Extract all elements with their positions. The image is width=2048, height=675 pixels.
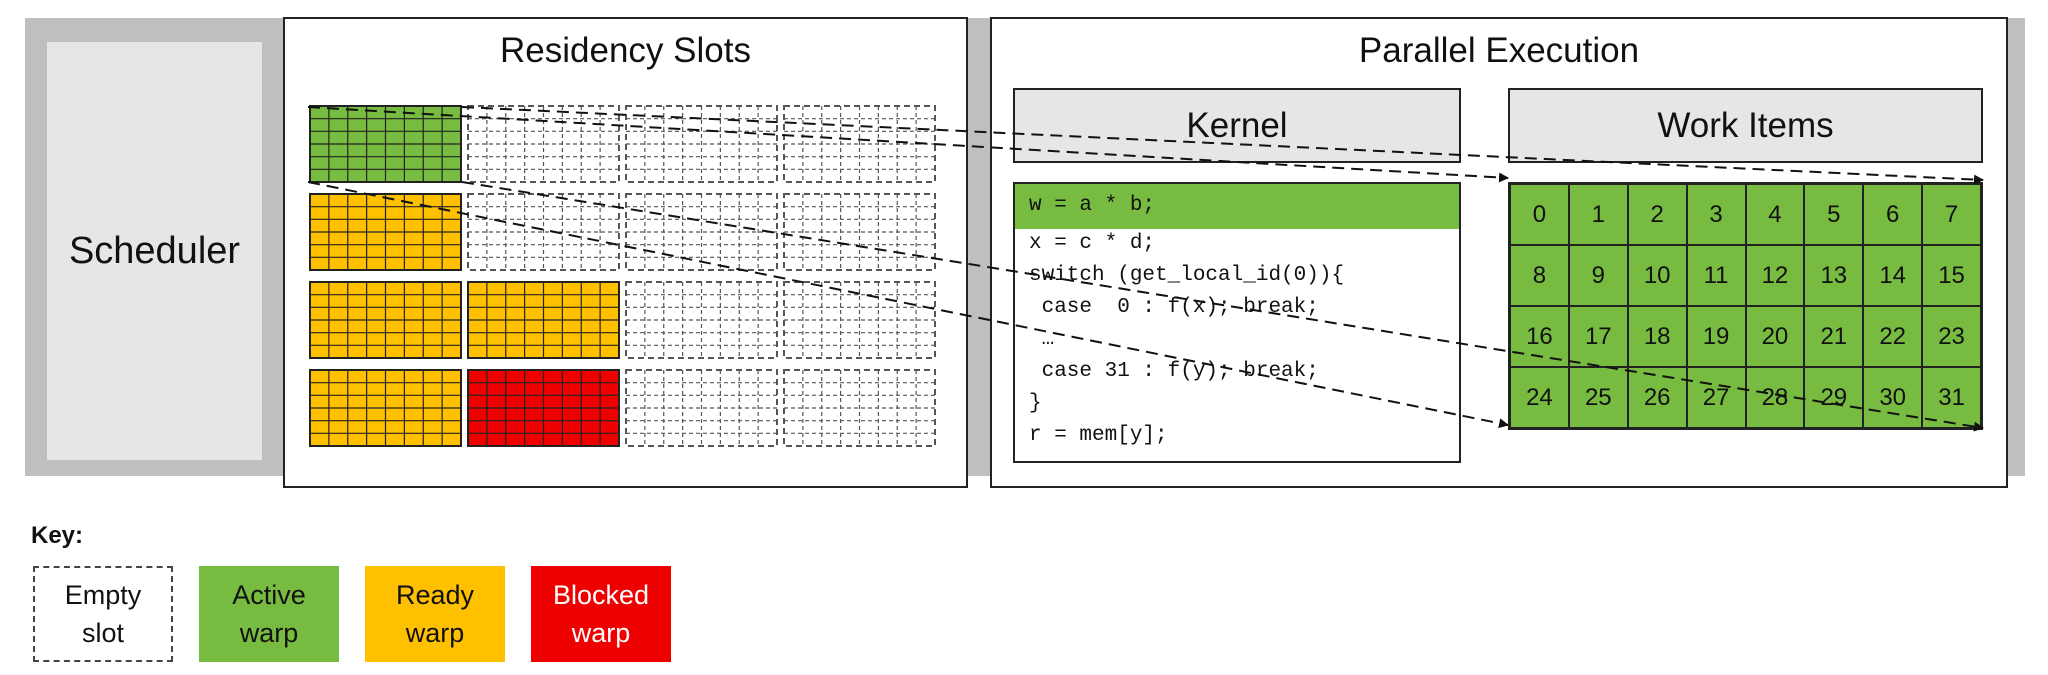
work-item-cell: 28 [1745, 367, 1805, 428]
work-item-cell: 11 [1686, 245, 1746, 306]
work-item-cell: 8 [1510, 245, 1569, 306]
work-item-cell: 25 [1568, 367, 1628, 428]
work-item-cell: 5 [1804, 184, 1864, 245]
work-item-cell: 15 [1922, 245, 1981, 306]
residency-slot-empty [467, 193, 620, 271]
key-empty-line1: Empty [64, 580, 142, 610]
work-item-cell: 13 [1804, 245, 1864, 306]
key-blocked-warp: Blocked warp [531, 566, 671, 662]
residency-slot-ready [309, 281, 462, 359]
work-item-cell: 6 [1863, 184, 1923, 245]
key-ready-line1: Ready [395, 580, 475, 610]
arrow-warp-to-workitem-31 [461, 181, 1984, 432]
work-item-cell: 30 [1863, 367, 1923, 428]
residency-slot-empty [625, 369, 778, 447]
work-item-cell: 14 [1863, 245, 1923, 306]
work-item-cell: 7 [1922, 184, 1981, 245]
work-item-cell: 16 [1510, 306, 1569, 367]
residency-slot-empty [625, 105, 778, 183]
work-item-cell: 0 [1510, 184, 1569, 245]
scheduler-box: Scheduler [47, 42, 262, 460]
work-item-cell: 20 [1745, 306, 1805, 367]
arrow-warp-to-workitem-7 [461, 106, 1984, 185]
key-blocked-line2: warp [571, 618, 631, 648]
work-item-cell: 26 [1627, 367, 1687, 428]
residency-slot-blocked [467, 369, 620, 447]
work-item-cell: 9 [1568, 245, 1628, 306]
work-item-cell: 2 [1627, 184, 1687, 245]
work-item-cell: 21 [1804, 306, 1864, 367]
kernel-title: Kernel [1186, 105, 1288, 145]
arrow-warp-to-workitem-0 [307, 106, 1509, 183]
work-item-cell: 22 [1863, 306, 1923, 367]
residency-slot-empty [783, 193, 936, 271]
work-item-cell: 19 [1686, 306, 1746, 367]
code-line: x = c * d; [1029, 232, 1156, 255]
scheduler-label: Scheduler [68, 229, 241, 272]
key-empty-line2: slot [81, 618, 125, 648]
residency-slot-empty [625, 193, 778, 271]
work-item-cell: 4 [1745, 184, 1805, 245]
work-item-cell: 10 [1627, 245, 1687, 306]
code-line: … [1029, 328, 1055, 351]
work-items-title: Work Items [1657, 105, 1834, 145]
kernel-header: Kernel [1013, 88, 1461, 163]
key-blocked-line1: Blocked [552, 580, 650, 610]
residency-slot-ready [309, 193, 462, 271]
residency-slots-title: Residency Slots [500, 31, 751, 70]
code-line: r = mem[y]; [1029, 424, 1168, 447]
arrow-warp-to-workitem-24 [307, 181, 1509, 429]
active-line-highlight [1015, 184, 1459, 229]
work-item-cell: 17 [1568, 306, 1628, 367]
code-line: case 31 : f(y); break; [1029, 360, 1319, 383]
key-ready-warp: Ready warp [365, 566, 505, 662]
key-empty-slot: Empty slot [33, 566, 173, 662]
residency-slot-ready [309, 369, 462, 447]
residency-slot-empty [783, 105, 936, 183]
parallel-execution-title: Parallel Execution [1358, 31, 1640, 70]
work-item-cell: 1 [1568, 184, 1628, 245]
key-active-line1: Active [232, 580, 306, 610]
residency-slot-active [309, 105, 462, 183]
key-active-line2: warp [239, 618, 299, 648]
residency-slot-empty [783, 369, 936, 447]
kernel-code-box: w = a * b; x = c * d; switch (get_local_… [1013, 182, 1461, 463]
work-item-cell: 31 [1922, 367, 1981, 428]
work-item-cell: 12 [1745, 245, 1805, 306]
key-active-warp: Active warp [199, 566, 339, 662]
key-title: Key: [31, 522, 84, 549]
key-ready-line2: warp [405, 618, 465, 648]
work-item-cell: 27 [1686, 367, 1746, 428]
residency-slot-empty [467, 105, 620, 183]
work-item-cell: 24 [1510, 367, 1569, 428]
code-line: w = a * b; [1029, 194, 1156, 217]
code-line: switch (get_local_id(0)){ [1029, 264, 1345, 287]
work-item-cell: 3 [1686, 184, 1746, 245]
work-items-header: Work Items [1508, 88, 1983, 163]
code-line: case 0 : f(x); break; [1029, 296, 1319, 319]
code-line: } [1029, 392, 1042, 415]
residency-slot-empty [625, 281, 778, 359]
work-item-cell: 23 [1922, 306, 1981, 367]
work-item-cell: 18 [1627, 306, 1687, 367]
residency-slot-ready [467, 281, 620, 359]
